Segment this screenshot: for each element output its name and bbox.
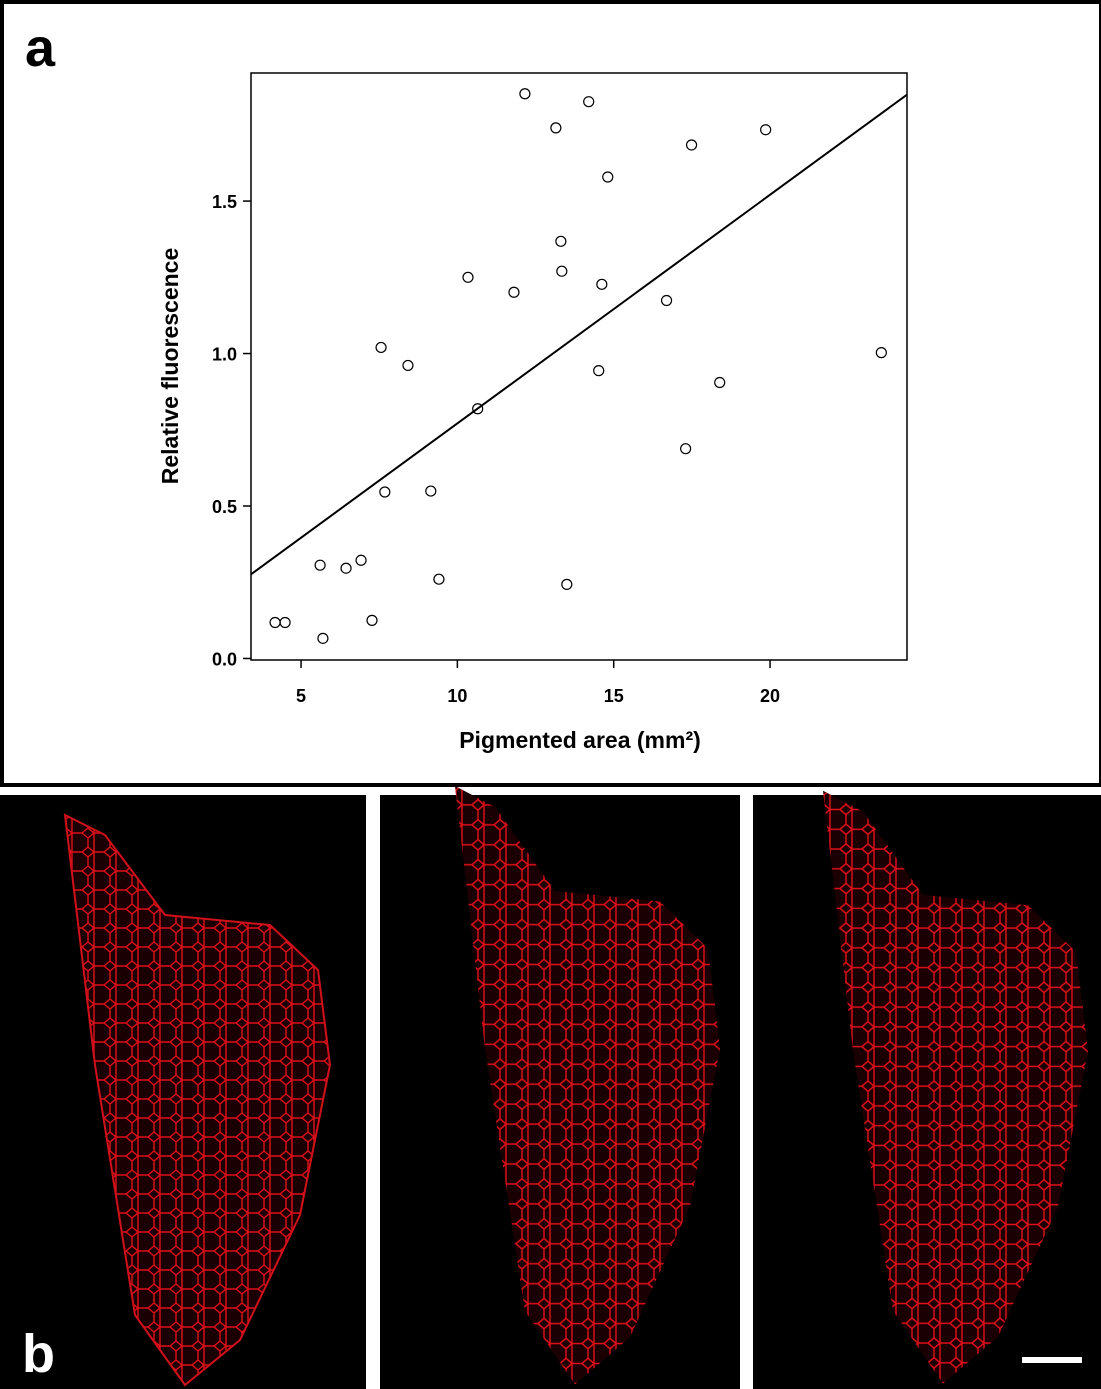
data-point bbox=[555, 235, 567, 247]
data-point bbox=[583, 96, 595, 108]
data-point bbox=[561, 578, 573, 590]
data-point bbox=[714, 376, 726, 389]
y-tick-label: 1.0 bbox=[212, 345, 237, 365]
data-point bbox=[355, 554, 367, 566]
trend-line bbox=[250, 93, 908, 576]
data-point bbox=[472, 403, 484, 415]
x-tick-label: 10 bbox=[447, 686, 467, 706]
panel-label: b bbox=[22, 1324, 55, 1384]
data-point bbox=[340, 562, 352, 574]
data-point bbox=[402, 359, 414, 372]
plot-frame bbox=[250, 72, 908, 661]
data-point bbox=[425, 485, 437, 497]
x-axis-label: Pigmented area (mm²) bbox=[459, 727, 701, 753]
data-point bbox=[433, 573, 445, 585]
y-tick-label: 0.0 bbox=[212, 649, 237, 669]
data-point bbox=[602, 171, 614, 183]
micrograph bbox=[753, 790, 1101, 1389]
data-point bbox=[379, 486, 391, 498]
data-point bbox=[593, 365, 605, 377]
data-point bbox=[596, 278, 608, 290]
data-point bbox=[317, 632, 329, 644]
x-tick-label: 20 bbox=[760, 686, 780, 706]
panel-a-frame bbox=[0, 0, 1101, 787]
data-point bbox=[508, 286, 520, 298]
micrograph bbox=[380, 785, 740, 1389]
data-point bbox=[462, 271, 474, 283]
data-point bbox=[375, 341, 387, 354]
x-tick-label: 15 bbox=[604, 686, 624, 706]
data-point bbox=[314, 559, 326, 571]
data-point bbox=[875, 347, 887, 359]
data-point bbox=[366, 614, 378, 626]
y-tick-label: 0.5 bbox=[212, 497, 237, 517]
y-axis-label: Relative fluorescence bbox=[157, 248, 183, 485]
y-tick-label: 1.5 bbox=[212, 192, 237, 212]
data-point bbox=[556, 265, 568, 277]
data-point bbox=[660, 294, 673, 307]
micrograph bbox=[0, 795, 366, 1389]
panel-label: a bbox=[25, 18, 56, 78]
data-point bbox=[685, 139, 698, 151]
data-point bbox=[519, 88, 531, 100]
data-point bbox=[680, 443, 692, 455]
data-point bbox=[550, 122, 562, 134]
data-point bbox=[279, 616, 291, 629]
x-tick-label: 5 bbox=[296, 686, 306, 706]
data-point bbox=[760, 124, 772, 136]
